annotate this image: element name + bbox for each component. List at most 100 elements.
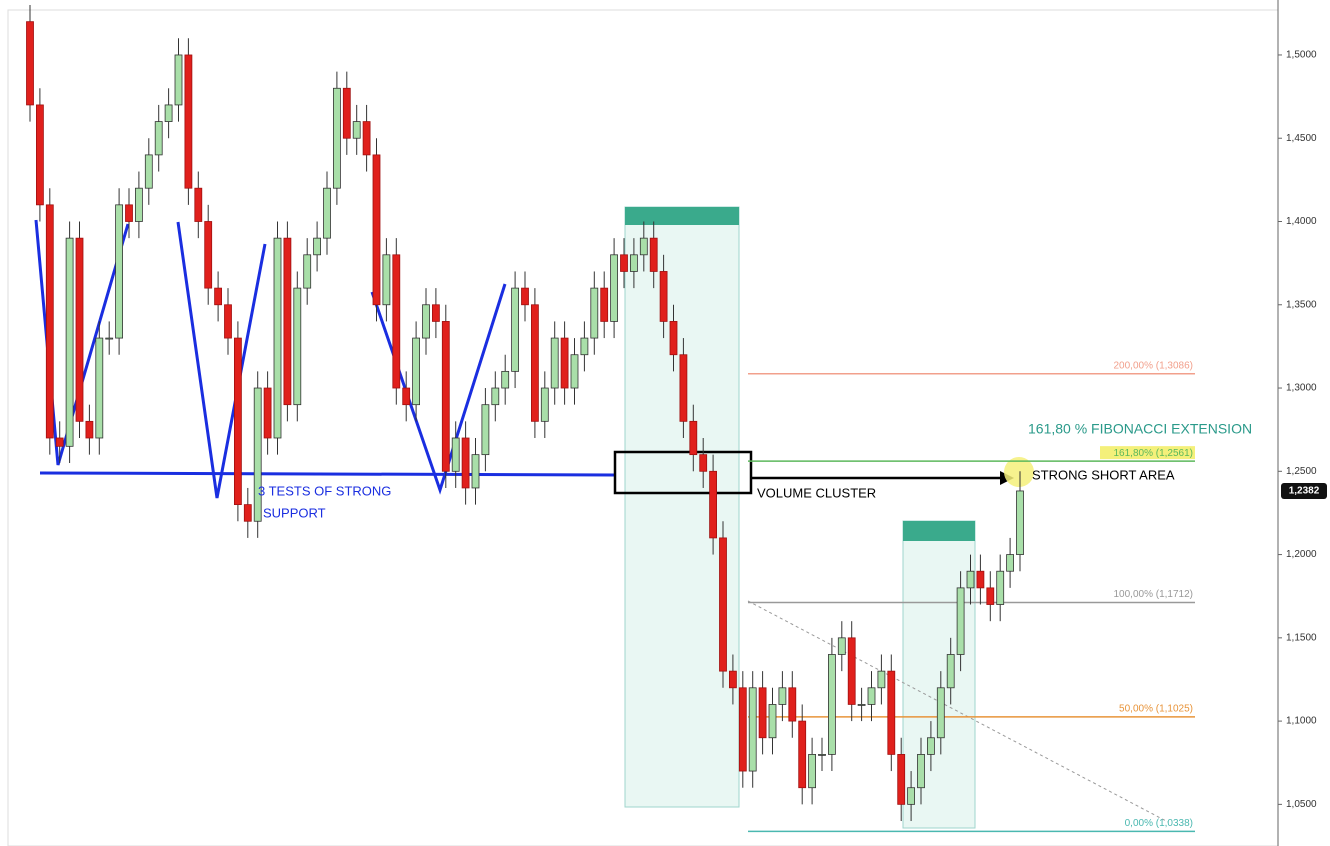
y-tick-label: 1,0500	[1286, 799, 1317, 810]
candle-body	[857, 704, 866, 706]
last-price-label: 1,2382	[1289, 486, 1320, 497]
candle-body	[441, 321, 450, 472]
candle-body	[461, 437, 470, 489]
candle-body	[184, 54, 193, 189]
candle-body	[243, 504, 252, 522]
candle-body	[758, 687, 767, 739]
candle-body	[946, 654, 955, 689]
candle-body	[768, 704, 777, 739]
candle-body	[580, 337, 589, 356]
candle-body	[669, 321, 678, 356]
candle-body	[382, 254, 391, 306]
candle-body	[125, 204, 133, 222]
candle-body	[689, 420, 698, 456]
annotation: 3 TESTS OF STRONG	[258, 483, 391, 498]
candle-body	[917, 754, 925, 789]
candle-body	[214, 287, 223, 306]
y-tick-label: 1,3500	[1286, 299, 1317, 310]
candle-body	[659, 271, 668, 322]
candle-body	[1006, 554, 1014, 572]
candle-body	[55, 437, 64, 447]
candle-body	[610, 254, 618, 322]
annotation: 161,80 % FIBONACCI EXTENSION	[1028, 421, 1252, 437]
candle-body	[788, 687, 797, 722]
candle-body	[808, 754, 816, 789]
candle-body	[224, 304, 232, 339]
highlight	[1004, 457, 1034, 487]
candle-body	[986, 587, 995, 605]
y-tick-label: 1,4000	[1286, 216, 1317, 227]
candle-body	[847, 637, 856, 705]
y-tick-label: 1,5000	[1286, 50, 1317, 61]
candle-body	[204, 221, 213, 289]
candle-body	[253, 387, 262, 522]
candle-body	[422, 304, 430, 339]
candle-body	[649, 237, 658, 272]
candle-body	[600, 287, 609, 322]
candle-body	[26, 21, 34, 106]
candle-body	[154, 121, 163, 156]
fib-label-bg	[1100, 446, 1195, 460]
candle-body	[233, 337, 242, 506]
candle-body	[719, 537, 727, 672]
candle-body	[352, 121, 361, 139]
fib-label: 100,00% (1,1712)	[1113, 589, 1193, 600]
annotation: VOLUME CLUSTER	[757, 485, 876, 500]
candle-body	[630, 254, 638, 272]
candle-body	[392, 254, 401, 389]
candle-body	[194, 187, 203, 222]
candle-body	[818, 754, 826, 756]
candle-body	[144, 154, 153, 189]
candle-body	[85, 420, 94, 439]
candle-body	[540, 387, 549, 422]
trend-line	[747, 600, 1169, 823]
candle-body	[837, 637, 846, 655]
candle-body	[1016, 490, 1024, 555]
candle-body	[620, 254, 628, 272]
candle-body	[897, 754, 906, 805]
candle-body	[738, 687, 747, 772]
support-line	[39, 471, 616, 477]
candle-body	[521, 287, 529, 306]
candle-body	[342, 87, 351, 139]
candle-body	[36, 104, 44, 206]
candle-body	[65, 237, 74, 447]
candle-body	[174, 54, 183, 106]
candle-body	[164, 104, 173, 122]
y-tick-label: 1,1000	[1286, 716, 1317, 727]
candle-body	[431, 304, 440, 322]
candle-body	[501, 370, 510, 389]
candle-body	[828, 654, 836, 755]
candle-body	[639, 237, 648, 256]
candle-body	[927, 737, 935, 755]
candle-body	[887, 670, 896, 755]
y-tick-label: 1,4500	[1286, 133, 1317, 144]
candle-body	[907, 787, 915, 805]
candle-body	[303, 254, 312, 289]
candle-body	[956, 587, 965, 655]
candle-body	[550, 337, 559, 389]
candle-body	[778, 687, 787, 705]
y-tick-label: 1,2500	[1286, 466, 1317, 477]
candle-body	[45, 204, 54, 439]
candle-body	[293, 287, 302, 406]
candle-body	[798, 720, 807, 789]
candle-body	[511, 287, 520, 372]
candle-body	[976, 570, 985, 589]
candle-body	[748, 687, 757, 772]
candle-body	[491, 387, 500, 406]
candle-body	[936, 687, 945, 739]
candle-body	[531, 304, 539, 422]
fib-label: 200,00% (1,3086)	[1113, 360, 1193, 371]
candle-body	[590, 287, 599, 339]
candle-body	[412, 337, 421, 406]
candle-body	[273, 237, 282, 439]
candle-body	[134, 187, 143, 222]
candle-body	[570, 354, 579, 389]
candle-body	[560, 337, 569, 389]
candle-body	[729, 670, 737, 689]
annotation: SUPPORT	[263, 505, 326, 520]
y-tick-label: 1,3000	[1286, 383, 1317, 394]
candle-body	[877, 670, 886, 689]
